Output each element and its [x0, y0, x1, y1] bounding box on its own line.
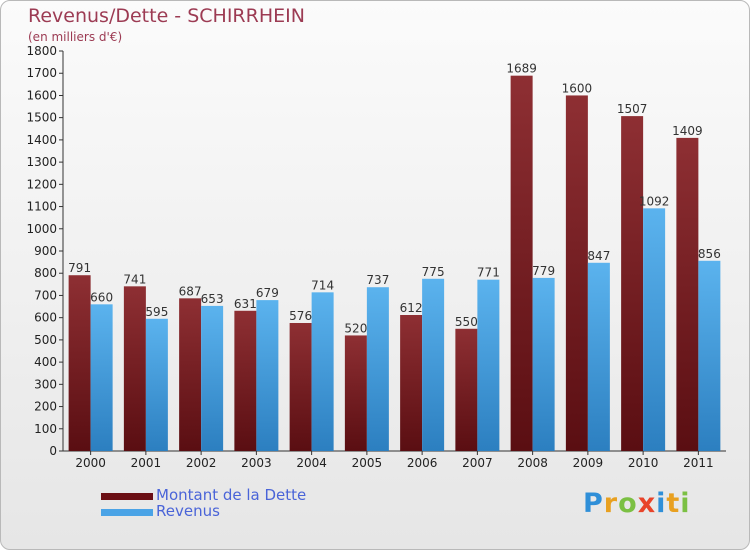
- data-label-dette: 1689: [506, 62, 537, 76]
- data-label-revenus: 595: [145, 305, 168, 319]
- y-tick-label: 1000: [26, 222, 57, 236]
- x-tick-label: 2000: [75, 456, 106, 470]
- bar-revenus: [698, 260, 721, 451]
- bar-dette: [676, 137, 699, 451]
- bar-revenus: [256, 300, 279, 451]
- legend-swatch-revenus: [101, 509, 153, 516]
- bar-dette: [68, 275, 91, 451]
- data-label-revenus: 847: [587, 249, 610, 263]
- y-tick-label: 1100: [26, 200, 57, 214]
- y-tick-label: 1300: [26, 155, 57, 169]
- bar-revenus: [311, 292, 334, 451]
- y-tick-label: 900: [34, 244, 57, 258]
- y-tick-label: 1400: [26, 133, 57, 147]
- bar-dette: [510, 75, 533, 452]
- logo-letter: x: [637, 488, 657, 519]
- data-label-revenus: 771: [477, 266, 500, 280]
- bar-dette: [455, 328, 478, 451]
- data-label-revenus: 714: [311, 278, 334, 292]
- x-tick-label: 2004: [296, 456, 327, 470]
- logo-letter: i: [656, 488, 667, 519]
- data-label-dette: 687: [179, 284, 202, 298]
- data-label-revenus: 679: [256, 286, 279, 300]
- bar-dette: [344, 335, 367, 451]
- bar-revenus: [201, 305, 224, 451]
- y-tick-label: 800: [34, 266, 57, 280]
- logo-letter: o: [618, 488, 638, 519]
- chart-unit-label: (en milliers d'€): [28, 30, 123, 44]
- bar-revenus: [145, 318, 168, 451]
- bar-dette: [565, 95, 588, 451]
- x-tick-label: 2008: [517, 456, 548, 470]
- data-label-revenus: 660: [90, 290, 113, 304]
- x-tick-label: 2005: [352, 456, 383, 470]
- bar-dette: [123, 286, 146, 451]
- bar-dette: [179, 298, 202, 451]
- proxiti-logo: Proxiti: [583, 488, 691, 519]
- x-tick-label: 2011: [683, 456, 714, 470]
- data-label-dette: 612: [400, 301, 423, 315]
- y-tick-label: 1600: [26, 88, 57, 102]
- logo-letter: i: [680, 488, 691, 519]
- y-tick-label: 700: [34, 288, 57, 302]
- bar-revenus: [366, 287, 389, 451]
- legend-label-revenus: Revenus: [156, 502, 220, 520]
- y-tick-label: 300: [34, 377, 57, 391]
- data-label-dette: 631: [234, 297, 257, 311]
- y-tick-label: 600: [34, 311, 57, 325]
- data-label-revenus: 856: [698, 247, 721, 261]
- data-label-dette: 741: [123, 272, 146, 286]
- x-tick-label: 2010: [628, 456, 659, 470]
- bar-revenus: [643, 208, 666, 451]
- legend-label-dette: Montant de la Dette: [156, 486, 307, 504]
- y-tick-label: 1200: [26, 177, 57, 191]
- bar-dette: [400, 315, 423, 451]
- data-label-revenus: 653: [201, 292, 224, 306]
- y-tick-label: 100: [34, 422, 57, 436]
- logo-letter: r: [603, 488, 619, 519]
- x-tick-label: 2007: [462, 456, 493, 470]
- bar-dette: [289, 323, 312, 451]
- y-tick-label: 1500: [26, 111, 57, 125]
- chart-title: Revenus/Dette - SCHIRRHEIN: [28, 5, 305, 27]
- y-tick-label: 200: [34, 400, 57, 414]
- x-tick-label: 2003: [241, 456, 272, 470]
- data-label-dette: 1600: [562, 81, 593, 95]
- y-tick-label: 0: [49, 444, 57, 458]
- data-label-revenus: 737: [366, 273, 389, 287]
- data-label-dette: 576: [289, 309, 312, 323]
- bar-revenus: [477, 279, 500, 451]
- data-label-revenus: 1092: [639, 194, 670, 208]
- bar-dette: [234, 310, 257, 451]
- bar-revenus: [422, 278, 445, 451]
- data-label-revenus: 775: [422, 265, 445, 279]
- data-label-dette: 1409: [672, 124, 703, 138]
- x-tick-label: 2006: [407, 456, 438, 470]
- y-tick-label: 500: [34, 333, 57, 347]
- logo-letter: P: [583, 488, 604, 519]
- data-label-revenus: 779: [532, 264, 555, 278]
- bar-revenus: [532, 277, 555, 451]
- y-tick-label: 1800: [26, 44, 57, 58]
- x-tick-label: 2009: [573, 456, 604, 470]
- y-tick-label: 1700: [26, 66, 57, 80]
- x-tick-label: 2001: [131, 456, 162, 470]
- bar-revenus: [587, 262, 610, 451]
- y-tick-label: 400: [34, 355, 57, 369]
- bar-dette: [621, 116, 644, 451]
- bar-revenus: [90, 304, 113, 451]
- legend-swatch-dette: [101, 493, 153, 500]
- logo-letter: t: [666, 488, 681, 519]
- data-label-dette: 550: [455, 315, 478, 329]
- x-tick-label: 2002: [186, 456, 217, 470]
- data-label-dette: 1507: [617, 102, 648, 116]
- data-label-dette: 791: [68, 261, 91, 275]
- data-label-dette: 520: [344, 321, 367, 335]
